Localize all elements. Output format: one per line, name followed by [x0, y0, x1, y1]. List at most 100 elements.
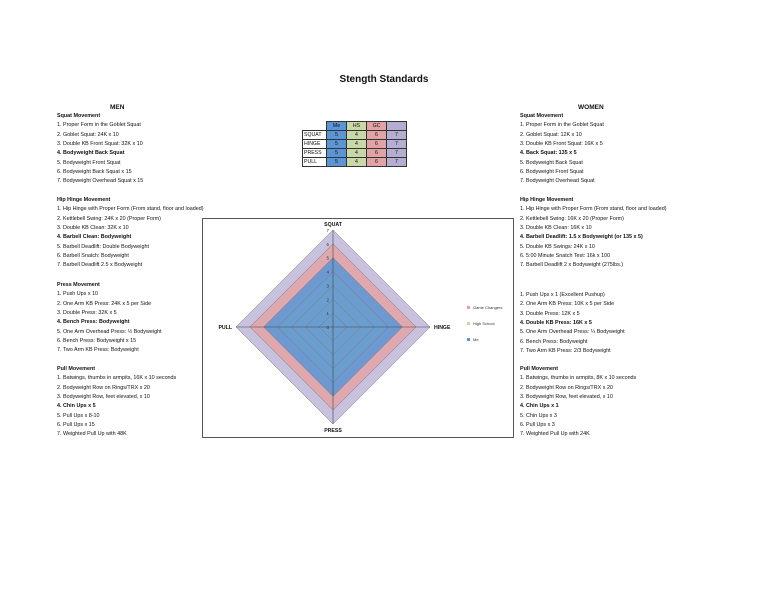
levels-cell: 4 [346, 130, 367, 140]
women-squat-section: Squat Movement 1. Proper Form in the Gobl… [520, 112, 604, 187]
standard-item: 2. Kettlebell Swing: 24K x 20 (Proper Fo… [57, 215, 161, 222]
standard-item: 3. Double Press: 12K x 5 [520, 310, 580, 317]
legend-label: Me [473, 337, 479, 342]
standard-item: 3. Bodyweight Row, feet elevated, x 10 [520, 394, 613, 401]
levels-cell: 7 [386, 130, 407, 140]
levels-header-gc: GC [366, 121, 387, 131]
standard-item: 3. Double KB Clean: 16K x 10 [520, 225, 592, 232]
standard-item: 5. Chin Ups x 3 [520, 412, 557, 419]
section-title: Hip Hinge Movement [520, 197, 574, 203]
legend-label: High School [473, 321, 495, 326]
standard-item: 5. Double KB Swings: 24K x 10 [520, 243, 595, 250]
standard-item: 3. Double KB Front Squat: 32K x 10 [57, 141, 143, 148]
standard-item: 7. Two Arm KB Press: 2/3 Bodyweight [520, 348, 611, 355]
standard-item: 1. Batwings, thumbs in armpits, 8K x 10 … [520, 375, 637, 382]
standard-item: 2. One Arm KB Press: 10K x 5 per Side [520, 301, 615, 308]
standard-item: 6. Bench Press: Bodyweight [520, 338, 588, 345]
section-title: Pull Movement [520, 366, 559, 372]
legend-swatch [467, 322, 470, 325]
levels-row-label: PULL [302, 157, 327, 167]
men-pull-section: Pull Movement 1. Batwings, thumbs in armp… [57, 365, 176, 440]
levels-cell: 6 [366, 157, 387, 167]
women-pull-section: Pull Movement 1. Batwings, thumbs in armp… [520, 365, 636, 440]
standard-item: 6. Bodyweight Front Squat [520, 169, 584, 176]
levels-cell: 7 [386, 157, 407, 167]
radar-tick-label: 3 [326, 283, 329, 288]
levels-row-squat: SQUAT 5 4 6 7 [302, 130, 407, 140]
standard-item: 1. Hip Hinge with Proper Form (From stan… [520, 206, 667, 213]
standard-item: 4. Bench Press: Bodyweight [57, 319, 130, 326]
women-hinge-section: Hip Hinge Movement 1. Hip Hinge with Prop… [520, 196, 667, 271]
standard-item: 2. One Arm KB Press: 24K x 5 per Side [57, 300, 152, 307]
levels-row-label: SQUAT [302, 130, 327, 140]
standard-item: 7. Weighted Pull Up with 48K [57, 431, 127, 438]
levels-cell: 5 [326, 130, 347, 140]
standard-item: 6. 5:00 Minute Snatch Test: 16k x 100 [520, 253, 611, 260]
standard-item: 4. Back Squat: 135 x 5 [520, 150, 577, 157]
women-heading: WOMEN [578, 104, 604, 111]
standard-item: 6. Pull Ups x 15 [57, 422, 95, 429]
standard-item: 6. Pull Ups x 3 [520, 422, 555, 429]
standard-item: 4. Barbell Deadlift: 1.5 x Bodyweight (o… [520, 234, 643, 241]
standard-item: 3. Double Press: 32K x 5 [57, 310, 117, 317]
levels-header-blank [386, 121, 407, 131]
levels-cell: 5 [326, 157, 347, 167]
levels-cell: 7 [386, 139, 407, 149]
standard-item: 5. Barbell Deadlift: Double Bodyweight [57, 243, 149, 250]
standard-item: 3. Double KB Clean: 32K x 10 [57, 225, 129, 232]
standard-item: 4. Chin Ups x 1 [520, 403, 559, 410]
standard-item: 4. Double KB Press: 16K x 5 [520, 320, 592, 327]
radar-tick-label: 5 [326, 256, 329, 261]
men-squat-section: Squat Movement 1. Proper Form in the Gobl… [57, 112, 143, 187]
men-hinge-section: Hip Hinge Movement 1. Hip Hinge with Prop… [57, 196, 204, 271]
levels-row-label: HINGE [302, 139, 327, 149]
standard-item: 2. Goblet Squat: 12K x 10 [520, 131, 582, 138]
section-title: Squat Movement [520, 113, 564, 119]
levels-cell: 5 [326, 139, 347, 149]
standard-item: 1. Push Ups x 10 [57, 291, 99, 298]
levels-row-press: PRESS 5 4 6 7 [302, 148, 407, 158]
men-press-section: Press Movement 1. Push Ups x 10 2. One Arm… [57, 281, 162, 356]
standard-item: 5. One Arm Overhead Press: ¼ Bodyweight [520, 329, 625, 336]
radar-tick-label: 0 [326, 325, 329, 330]
standard-item: 6. Barbell Snatch: Bodyweight [57, 253, 129, 260]
radar-tick-label: 2 [326, 297, 329, 302]
section-title: Press Movement [57, 282, 100, 288]
standard-item: 5. One Arm Overhead Press: ½ Bodyweight [57, 328, 162, 335]
radar-tick-label: 1 [326, 311, 329, 316]
legend-swatch [467, 306, 470, 309]
radar-axis-label: HINGE [434, 325, 451, 331]
legend-swatch [467, 338, 470, 341]
standard-item: 1. Proper Form in the Goblet Squat [520, 122, 604, 129]
standard-item: 7. Barbell Deadlift 2.5 x Bodyweight [57, 262, 143, 269]
levels-cell: 6 [366, 139, 387, 149]
standard-item: 7. Barbell Deadlift 2 x Bodyweight (275l… [520, 262, 624, 269]
standard-item: 4. Bodyweight Back Squat [57, 150, 125, 157]
standard-item: 1. Batwings, thumbs in armpits, 16K x 10… [57, 375, 177, 382]
standard-item: 6. Bench Press: Bodyweight x 15 [57, 338, 137, 345]
levels-cell: 5 [326, 148, 347, 158]
levels-header-hs: HS [346, 121, 367, 131]
standard-item: 7. Bodyweight Overhead Squat x 15 [57, 178, 144, 185]
standard-item: 2. Bodyweight Row on Rings/TRX x 20 [57, 384, 150, 391]
standard-item: 7. Bodyweight Overhead Squat [520, 178, 595, 185]
levels-row-pull: PULL 5 4 6 7 [302, 157, 407, 167]
standard-item: 4. Barbell Clean: Bodyweight [57, 234, 132, 241]
radar-axis-label: PRESS [324, 428, 342, 434]
standard-item: 5. Bodyweight Back Squat [520, 159, 583, 166]
levels-corner [303, 122, 327, 131]
radar-chart: 0 1 2 3 4 5 6 7 SQUAT HINGE PRESS PULL Game Changers… [202, 218, 514, 438]
levels-row-hinge: HINGE 5 4 6 7 [302, 139, 407, 149]
standard-item: 7. Two Arm KB Press: Bodyweight [57, 347, 139, 354]
section-title: Squat Movement [57, 113, 101, 119]
levels-cell: 7 [386, 148, 407, 158]
levels-header-row: Me HS GC [303, 121, 407, 131]
levels-cell: 4 [346, 157, 367, 167]
standard-item: 1. Proper Form in the Goblet Squat [57, 122, 141, 129]
radar-tick-label: 7 [326, 228, 329, 233]
standard-item: 3. Double KB Front Squat: 16K x 5 [520, 141, 603, 148]
standard-item: 4. Chin Ups x 5 [57, 403, 96, 410]
standard-item: 1. Push Ups x 1 (Excellent Pushup) [520, 292, 605, 298]
standard-item: 5. Bodyweight Front Squat [57, 159, 121, 166]
